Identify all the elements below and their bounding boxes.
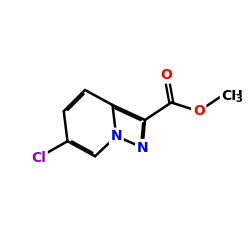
Text: O: O xyxy=(160,68,172,82)
Text: O: O xyxy=(193,104,205,118)
Text: CH: CH xyxy=(221,89,243,103)
Text: 3: 3 xyxy=(235,94,242,104)
Text: Cl: Cl xyxy=(31,150,46,164)
Text: N: N xyxy=(110,129,122,143)
Text: N: N xyxy=(137,140,148,154)
